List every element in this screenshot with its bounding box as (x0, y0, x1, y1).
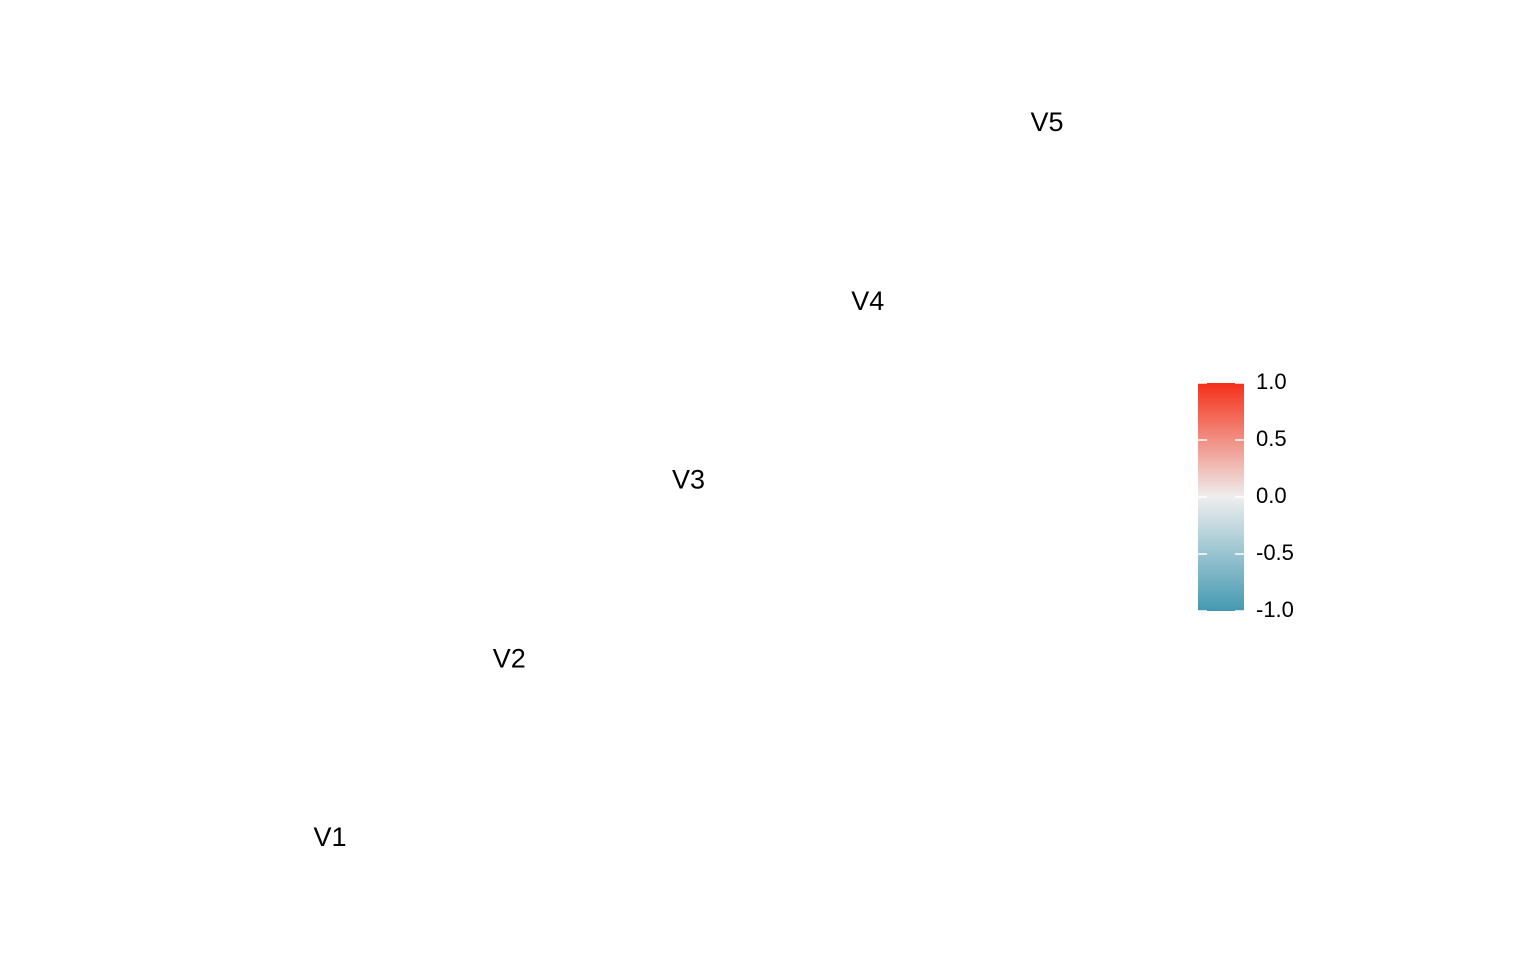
color-legend: 1.0 0.5 0.0 -0.5 -1.0 (1198, 369, 1294, 622)
legend-tick-label: 0.5 (1256, 426, 1287, 451)
legend-tick-label: 0.0 (1256, 483, 1287, 508)
legend-tick-label: 1.0 (1256, 369, 1287, 394)
variable-label-v2: V2 (493, 643, 526, 673)
variable-labels: V1 V2 V3 V4 V5 (313, 107, 1063, 852)
variable-label-v1: V1 (313, 822, 346, 852)
variable-label-v3: V3 (672, 465, 705, 495)
legend-tick-label: -1.0 (1256, 597, 1294, 622)
legend-ticks: 1.0 0.5 0.0 -0.5 -1.0 (1198, 369, 1294, 622)
variable-label-v5: V5 (1030, 107, 1063, 137)
legend-tick-label: -0.5 (1256, 540, 1294, 565)
variable-label-v4: V4 (851, 286, 884, 316)
